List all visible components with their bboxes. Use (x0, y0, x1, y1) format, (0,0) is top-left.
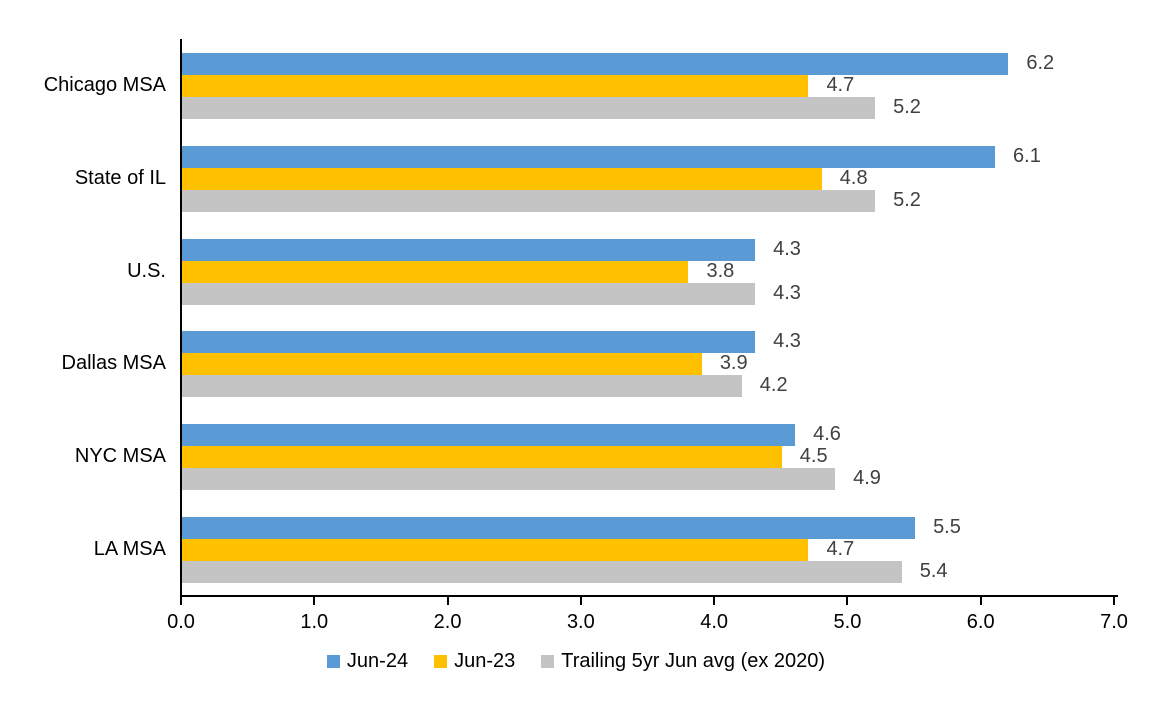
bar-jun-24 (182, 238, 756, 261)
bar-jun-23 (182, 446, 782, 468)
x-axis-tick (713, 597, 716, 605)
bar-value-label: 4.3 (773, 281, 801, 304)
legend-swatch (541, 655, 555, 668)
bar-value-label: 6.2 (1026, 52, 1055, 75)
category-label: LA MSA (93, 537, 166, 560)
legend-label: Jun-24 (346, 650, 409, 672)
category-label: U.S. (127, 259, 166, 282)
bar-value-label: 4.3 (773, 330, 801, 353)
x-axis-tick (1113, 597, 1115, 605)
category-label: Chicago MSA (43, 74, 166, 97)
bar-value-label: 4.2 (759, 374, 788, 397)
x-axis-line (180, 595, 1118, 597)
bar-value-label: 5.5 (933, 515, 961, 538)
bar-value-label: 3.8 (706, 259, 735, 282)
chart-legend: Jun-24 Jun-23 Trailing 5yr Jun avg (ex 202… (0, 650, 1152, 673)
x-axis-tick-label: 2.0 (433, 611, 462, 633)
category-label: State of IL (74, 167, 166, 189)
bar-jun-23 (182, 353, 702, 376)
x-axis-tick-label: 6.0 (966, 611, 995, 633)
bar-jun-23 (182, 260, 689, 283)
bar-jun-24 (182, 146, 996, 168)
x-axis-tick (313, 597, 316, 605)
bar-value-label: 4.7 (826, 537, 855, 560)
bar-jun-23 (182, 75, 809, 98)
bar-value-label: 4.8 (839, 167, 868, 189)
legend-label: Jun-23 (454, 650, 516, 672)
bar-value-label: 4.3 (773, 237, 801, 260)
bar-jun-23 (182, 168, 822, 190)
x-axis-tick (579, 597, 582, 605)
legend-label: Trailing 5yr Jun avg (ex 2020) (561, 650, 826, 672)
bar-trailing-5yr-jun-avg-ex-2020- (182, 560, 902, 583)
x-axis-tick-label: 0.0 (167, 611, 195, 633)
legend-item: Trailing 5yr Jun avg (ex 2020) (541, 650, 825, 673)
bar-jun-24 (182, 424, 796, 446)
bar-value-label: 4.7 (826, 74, 855, 97)
bar-value-label: 3.9 (719, 352, 748, 375)
bar-value-label: 5.2 (893, 96, 921, 119)
bar-value-label: 4.9 (853, 467, 881, 489)
bar-value-label: 4.6 (813, 423, 841, 445)
x-axis-tick-label: 1.0 (300, 611, 329, 633)
bar-jun-24 (182, 53, 1009, 76)
x-axis-tick (180, 597, 182, 605)
bar-trailing-5yr-jun-avg-ex-2020- (182, 375, 742, 398)
bar-value-label: 6.1 (1013, 145, 1041, 167)
x-axis-tick-label: 3.0 (566, 611, 595, 633)
legend-item: Jun-24 (326, 650, 409, 673)
category-label: NYC MSA (74, 445, 166, 467)
bar-value-label: 5.2 (893, 189, 921, 211)
x-axis-tick-label: 5.0 (833, 611, 862, 633)
y-axis-line (180, 39, 182, 597)
x-axis-tick (446, 597, 449, 605)
bar-jun-24 (182, 331, 756, 354)
legend-swatch (326, 655, 340, 668)
legend-item: Jun-23 (434, 650, 515, 673)
x-axis-tick-label: 7.0 (1100, 611, 1128, 633)
bar-value-label: 5.4 (919, 559, 948, 582)
bar-trailing-5yr-jun-avg-ex-2020- (182, 190, 876, 212)
x-axis-tick-label: 4.0 (700, 611, 729, 633)
bar-jun-23 (182, 538, 809, 561)
bar-jun-24 (182, 516, 916, 539)
x-axis-tick (846, 597, 849, 605)
bar-trailing-5yr-jun-avg-ex-2020- (182, 282, 756, 305)
category-label: Dallas MSA (61, 352, 166, 375)
bar-trailing-5yr-jun-avg-ex-2020- (182, 468, 836, 490)
bar-trailing-5yr-jun-avg-ex-2020- (182, 97, 876, 120)
x-axis-tick (979, 597, 982, 605)
bar-value-label: 4.5 (799, 445, 828, 467)
legend-swatch (434, 655, 448, 668)
